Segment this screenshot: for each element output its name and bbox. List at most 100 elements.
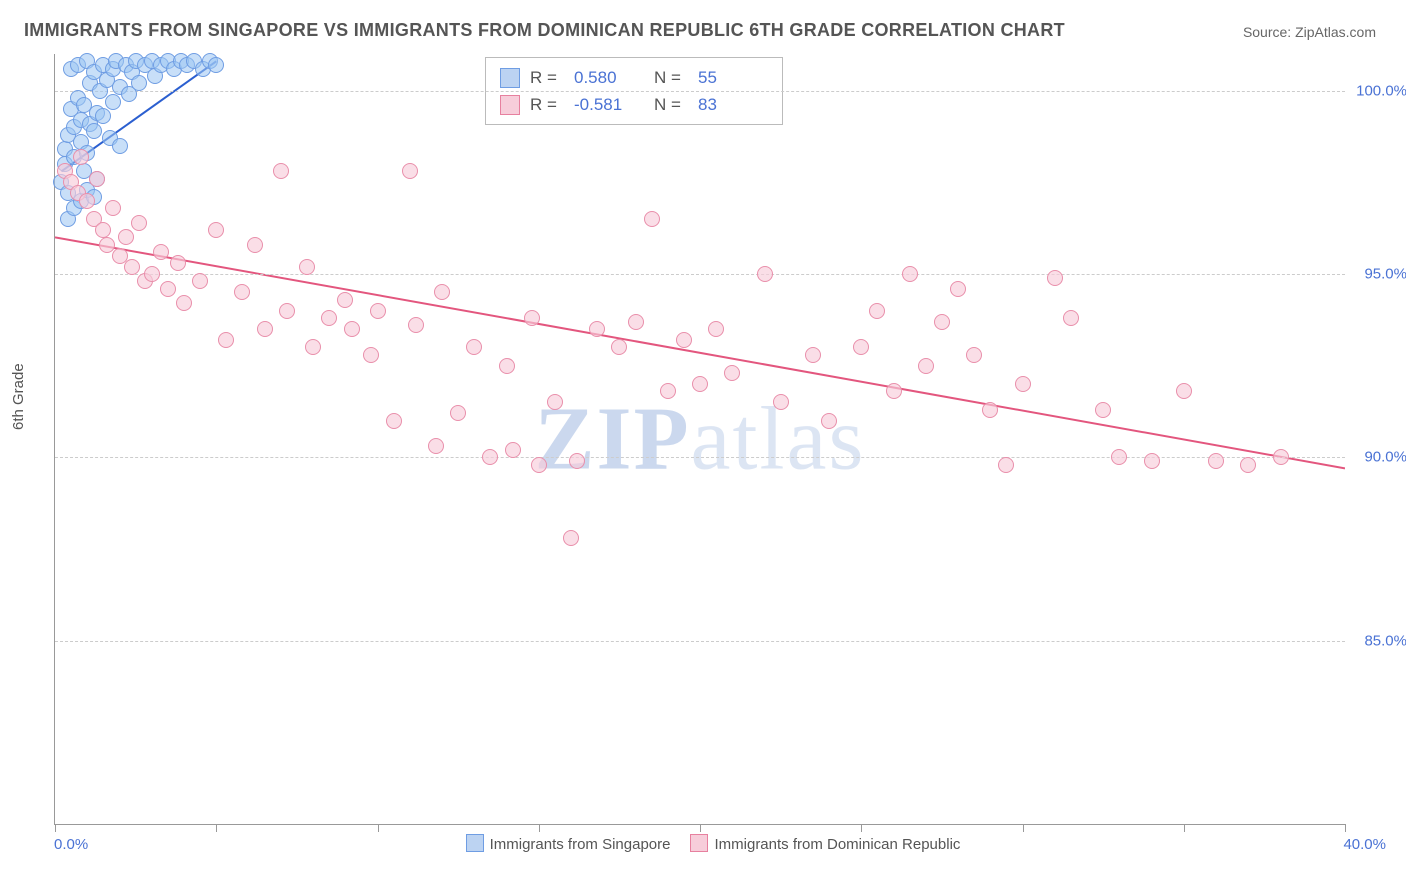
legend-swatch-icon — [690, 834, 708, 852]
legend-swatch-icon — [500, 95, 520, 115]
xaxis-tick — [1345, 824, 1346, 832]
scatter-point — [434, 284, 450, 300]
scatter-point — [886, 383, 902, 399]
stat-n-value: 55 — [698, 64, 768, 91]
stat-legend-row: R =-0.581N =83 — [500, 91, 768, 118]
scatter-point — [966, 347, 982, 363]
scatter-point — [1111, 449, 1127, 465]
scatter-point — [234, 284, 250, 300]
watermark: ZIPatlas — [535, 388, 866, 491]
scatter-point — [370, 303, 386, 319]
legend-swatch-icon — [466, 834, 484, 852]
scatter-point — [95, 108, 111, 124]
scatter-point — [153, 244, 169, 260]
scatter-point — [79, 193, 95, 209]
scatter-point — [112, 138, 128, 154]
yaxis-tick-label: 95.0% — [1364, 266, 1406, 283]
scatter-point — [247, 237, 263, 253]
scatter-point — [428, 438, 444, 454]
scatter-point — [757, 266, 773, 282]
scatter-point — [524, 310, 540, 326]
scatter-point — [773, 394, 789, 410]
scatter-point — [344, 321, 360, 337]
scatter-point — [1273, 449, 1289, 465]
xaxis-tick — [1023, 824, 1024, 832]
stat-r-label: R = — [530, 91, 564, 118]
scatter-point — [170, 255, 186, 271]
legend-series-label: Immigrants from Dominican Republic — [714, 836, 960, 853]
xaxis-tick — [378, 824, 379, 832]
scatter-point — [902, 266, 918, 282]
scatter-point — [950, 281, 966, 297]
scatter-point — [1144, 453, 1160, 469]
stat-r-value: 0.580 — [574, 64, 644, 91]
scatter-point — [998, 457, 1014, 473]
scatter-point — [402, 163, 418, 179]
scatter-point — [982, 402, 998, 418]
scatter-point — [1095, 402, 1111, 418]
legend-series-label: Immigrants from Singapore — [490, 836, 671, 853]
chart-plot-area: ZIPatlas R =0.580N =55R =-0.581N =83 85.… — [54, 54, 1345, 825]
scatter-point — [118, 229, 134, 245]
scatter-point — [547, 394, 563, 410]
scatter-point — [218, 332, 234, 348]
scatter-point — [124, 259, 140, 275]
scatter-point — [279, 303, 295, 319]
xaxis-tick — [1184, 824, 1185, 832]
scatter-point — [408, 317, 424, 333]
scatter-point — [1208, 453, 1224, 469]
scatter-point — [95, 222, 111, 238]
scatter-point — [1047, 270, 1063, 286]
scatter-point — [89, 171, 105, 187]
scatter-point — [208, 222, 224, 238]
trend-line — [55, 237, 1345, 468]
xaxis-tick — [216, 824, 217, 832]
yaxis-tick-label: 85.0% — [1364, 632, 1406, 649]
scatter-point — [628, 314, 644, 330]
scatter-point — [105, 94, 121, 110]
scatter-point — [589, 321, 605, 337]
scatter-point — [505, 442, 521, 458]
scatter-point — [466, 339, 482, 355]
scatter-point — [144, 266, 160, 282]
scatter-point — [176, 295, 192, 311]
scatter-point — [131, 215, 147, 231]
scatter-point — [499, 358, 515, 374]
source-label: Source: ZipAtlas.com — [1243, 24, 1376, 40]
scatter-point — [853, 339, 869, 355]
legend-swatch-icon — [500, 68, 520, 88]
scatter-point — [305, 339, 321, 355]
stat-r-value: -0.581 — [574, 91, 644, 118]
scatter-point — [73, 149, 89, 165]
stat-n-label: N = — [654, 64, 688, 91]
gridline — [55, 274, 1345, 275]
scatter-point — [105, 200, 121, 216]
gridline — [55, 641, 1345, 642]
scatter-point — [724, 365, 740, 381]
trend-lines-layer — [55, 54, 1345, 824]
scatter-point — [918, 358, 934, 374]
scatter-point — [208, 57, 224, 73]
scatter-point — [482, 449, 498, 465]
scatter-point — [160, 281, 176, 297]
xaxis-tick — [861, 824, 862, 832]
scatter-point — [192, 273, 208, 289]
scatter-point — [531, 457, 547, 473]
yaxis-tick-label: 100.0% — [1356, 82, 1406, 99]
xaxis-tick — [700, 824, 701, 832]
scatter-point — [708, 321, 724, 337]
scatter-point — [450, 405, 466, 421]
stat-legend-row: R =0.580N =55 — [500, 64, 768, 91]
scatter-point — [569, 453, 585, 469]
chart-title: IMMIGRANTS FROM SINGAPORE VS IMMIGRANTS … — [24, 20, 1065, 41]
gridline — [55, 91, 1345, 92]
scatter-point — [1240, 457, 1256, 473]
scatter-point — [386, 413, 402, 429]
scatter-point — [692, 376, 708, 392]
scatter-point — [1015, 376, 1031, 392]
scatter-point — [273, 163, 289, 179]
yaxis-title: 6th Grade — [10, 363, 27, 430]
scatter-point — [563, 530, 579, 546]
scatter-point — [257, 321, 273, 337]
scatter-point — [1063, 310, 1079, 326]
